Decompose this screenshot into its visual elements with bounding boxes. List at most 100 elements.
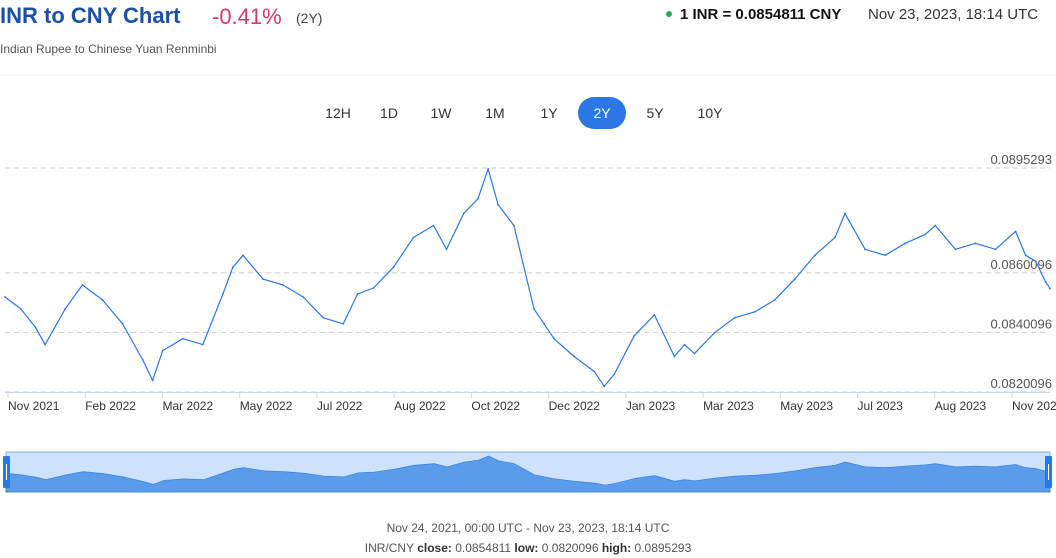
x-tick-label: Jul 2022 bbox=[317, 399, 363, 413]
data-point bbox=[412, 236, 415, 239]
x-tick-label: Nov 2021 bbox=[8, 399, 60, 413]
data-point bbox=[512, 224, 515, 227]
data-point bbox=[392, 266, 395, 269]
live-status-dot-icon bbox=[666, 11, 672, 17]
footer-date-range: Nov 24, 2021, 00:00 UTC - Nov 23, 2023, … bbox=[386, 521, 670, 535]
data-point bbox=[282, 284, 284, 286]
current-rate: 1 INR = 0.0854811 CNY bbox=[680, 6, 842, 23]
navigator-area bbox=[5, 455, 1051, 493]
data-point bbox=[101, 299, 104, 301]
data-point bbox=[673, 355, 676, 358]
range-button-1w[interactable]: 1W bbox=[430, 105, 452, 121]
data-point bbox=[141, 358, 144, 361]
data-point bbox=[834, 236, 836, 239]
data-point bbox=[884, 254, 887, 257]
range-button-12h[interactable]: 12H bbox=[325, 105, 351, 121]
range-button-1d[interactable]: 1D bbox=[380, 105, 398, 121]
data-point bbox=[432, 224, 435, 227]
range-button-10y[interactable]: 10Y bbox=[697, 105, 723, 121]
data-point bbox=[232, 266, 234, 269]
x-tick-label: Feb 2022 bbox=[85, 399, 136, 413]
x-tick-label: Jan 2023 bbox=[626, 399, 676, 413]
data-point bbox=[814, 254, 816, 257]
footer-close-value: 0.0854811 bbox=[455, 541, 512, 555]
data-point bbox=[64, 307, 67, 310]
data-point bbox=[19, 307, 22, 310]
data-point bbox=[262, 278, 264, 280]
data-point bbox=[487, 167, 489, 170]
y-tick-label: 0.0895293 bbox=[991, 152, 1052, 167]
footer-stats: INR/CNY close: 0.0854811 low: 0.0820096 … bbox=[0, 541, 1056, 555]
data-point bbox=[653, 313, 656, 316]
x-tick-label: Aug 2022 bbox=[394, 399, 446, 413]
data-point bbox=[1034, 260, 1037, 263]
footer-high-label: high: bbox=[601, 541, 632, 555]
data-point bbox=[497, 203, 500, 206]
data-point bbox=[934, 224, 937, 227]
data-point bbox=[573, 355, 575, 358]
x-tick-label: May 2023 bbox=[780, 399, 833, 413]
footer-low-label: low: bbox=[514, 541, 539, 555]
data-point bbox=[342, 322, 345, 325]
data-point bbox=[34, 325, 37, 328]
data-point bbox=[553, 337, 555, 340]
x-tick-label: Oct 2022 bbox=[471, 399, 520, 413]
data-point bbox=[151, 379, 154, 382]
data-point bbox=[924, 233, 927, 236]
range-button-5y[interactable]: 5Y bbox=[646, 105, 664, 121]
data-point bbox=[994, 248, 997, 251]
x-tick-label: Mar 2022 bbox=[162, 399, 213, 413]
y-tick-label: 0.0820096 bbox=[991, 376, 1052, 391]
y-tick-label: 0.0840096 bbox=[991, 316, 1052, 331]
data-point bbox=[322, 316, 325, 319]
data-point bbox=[773, 299, 776, 301]
price-chart[interactable]: 0.0895293 0.0860096 0.0840096 0.0820096 Nov … bbox=[0, 150, 1056, 420]
data-point bbox=[44, 343, 47, 346]
data-point bbox=[793, 278, 796, 280]
range-button-1y[interactable]: 1Y bbox=[540, 105, 558, 121]
data-point bbox=[201, 343, 204, 346]
series-line bbox=[4, 168, 1051, 387]
data-point bbox=[593, 370, 596, 373]
footer-close-label: close: bbox=[417, 541, 452, 555]
data-point bbox=[543, 322, 545, 325]
data-point bbox=[477, 197, 479, 200]
change-percent: -0.41% bbox=[212, 4, 282, 29]
data-point bbox=[372, 287, 375, 289]
data-point bbox=[242, 254, 244, 257]
data-point bbox=[181, 337, 184, 340]
rate-timestamp: Nov 23, 2023, 18:14 UTC bbox=[868, 6, 1039, 23]
x-tick-label: Dec 2022 bbox=[549, 399, 601, 413]
data-point bbox=[1044, 281, 1047, 283]
data-point bbox=[161, 349, 164, 352]
data-point bbox=[356, 293, 359, 295]
x-tick-label: Aug 2023 bbox=[935, 399, 987, 413]
x-tick-label: Mar 2023 bbox=[703, 399, 754, 413]
data-point bbox=[864, 248, 866, 251]
range-button-1m[interactable]: 1M bbox=[485, 105, 505, 121]
data-point bbox=[683, 343, 686, 346]
data-point bbox=[753, 310, 756, 313]
y-tick-label: 0.0860096 bbox=[991, 257, 1052, 272]
range-selector: 12H 1D 1W 1M 1Y 2Y 5Y 10Y bbox=[314, 97, 740, 129]
data-point bbox=[81, 284, 84, 286]
data-point bbox=[954, 248, 957, 251]
data-point bbox=[4, 296, 6, 298]
chart-header: INR to CNY Chart -0.41% (2Y) Indian Rupe… bbox=[0, 0, 1056, 76]
x-tick-label: May 2022 bbox=[240, 399, 293, 413]
data-point bbox=[713, 331, 716, 334]
data-point bbox=[693, 352, 696, 355]
data-point bbox=[462, 212, 465, 215]
data-point bbox=[533, 307, 535, 310]
pair-subtitle: Indian Rupee to Chinese Yuan Renminbi bbox=[0, 42, 217, 56]
data-point bbox=[1014, 230, 1017, 233]
x-tick-label: Jul 2023 bbox=[858, 399, 904, 413]
range-button-2y[interactable]: 2Y bbox=[578, 97, 626, 129]
data-point bbox=[445, 248, 448, 251]
range-navigator[interactable] bbox=[0, 450, 1056, 496]
data-point bbox=[1024, 254, 1027, 257]
footer-low-value: 0.0820096 bbox=[541, 541, 599, 555]
data-point bbox=[302, 296, 305, 298]
data-point bbox=[221, 293, 224, 295]
data-point bbox=[1049, 287, 1051, 290]
